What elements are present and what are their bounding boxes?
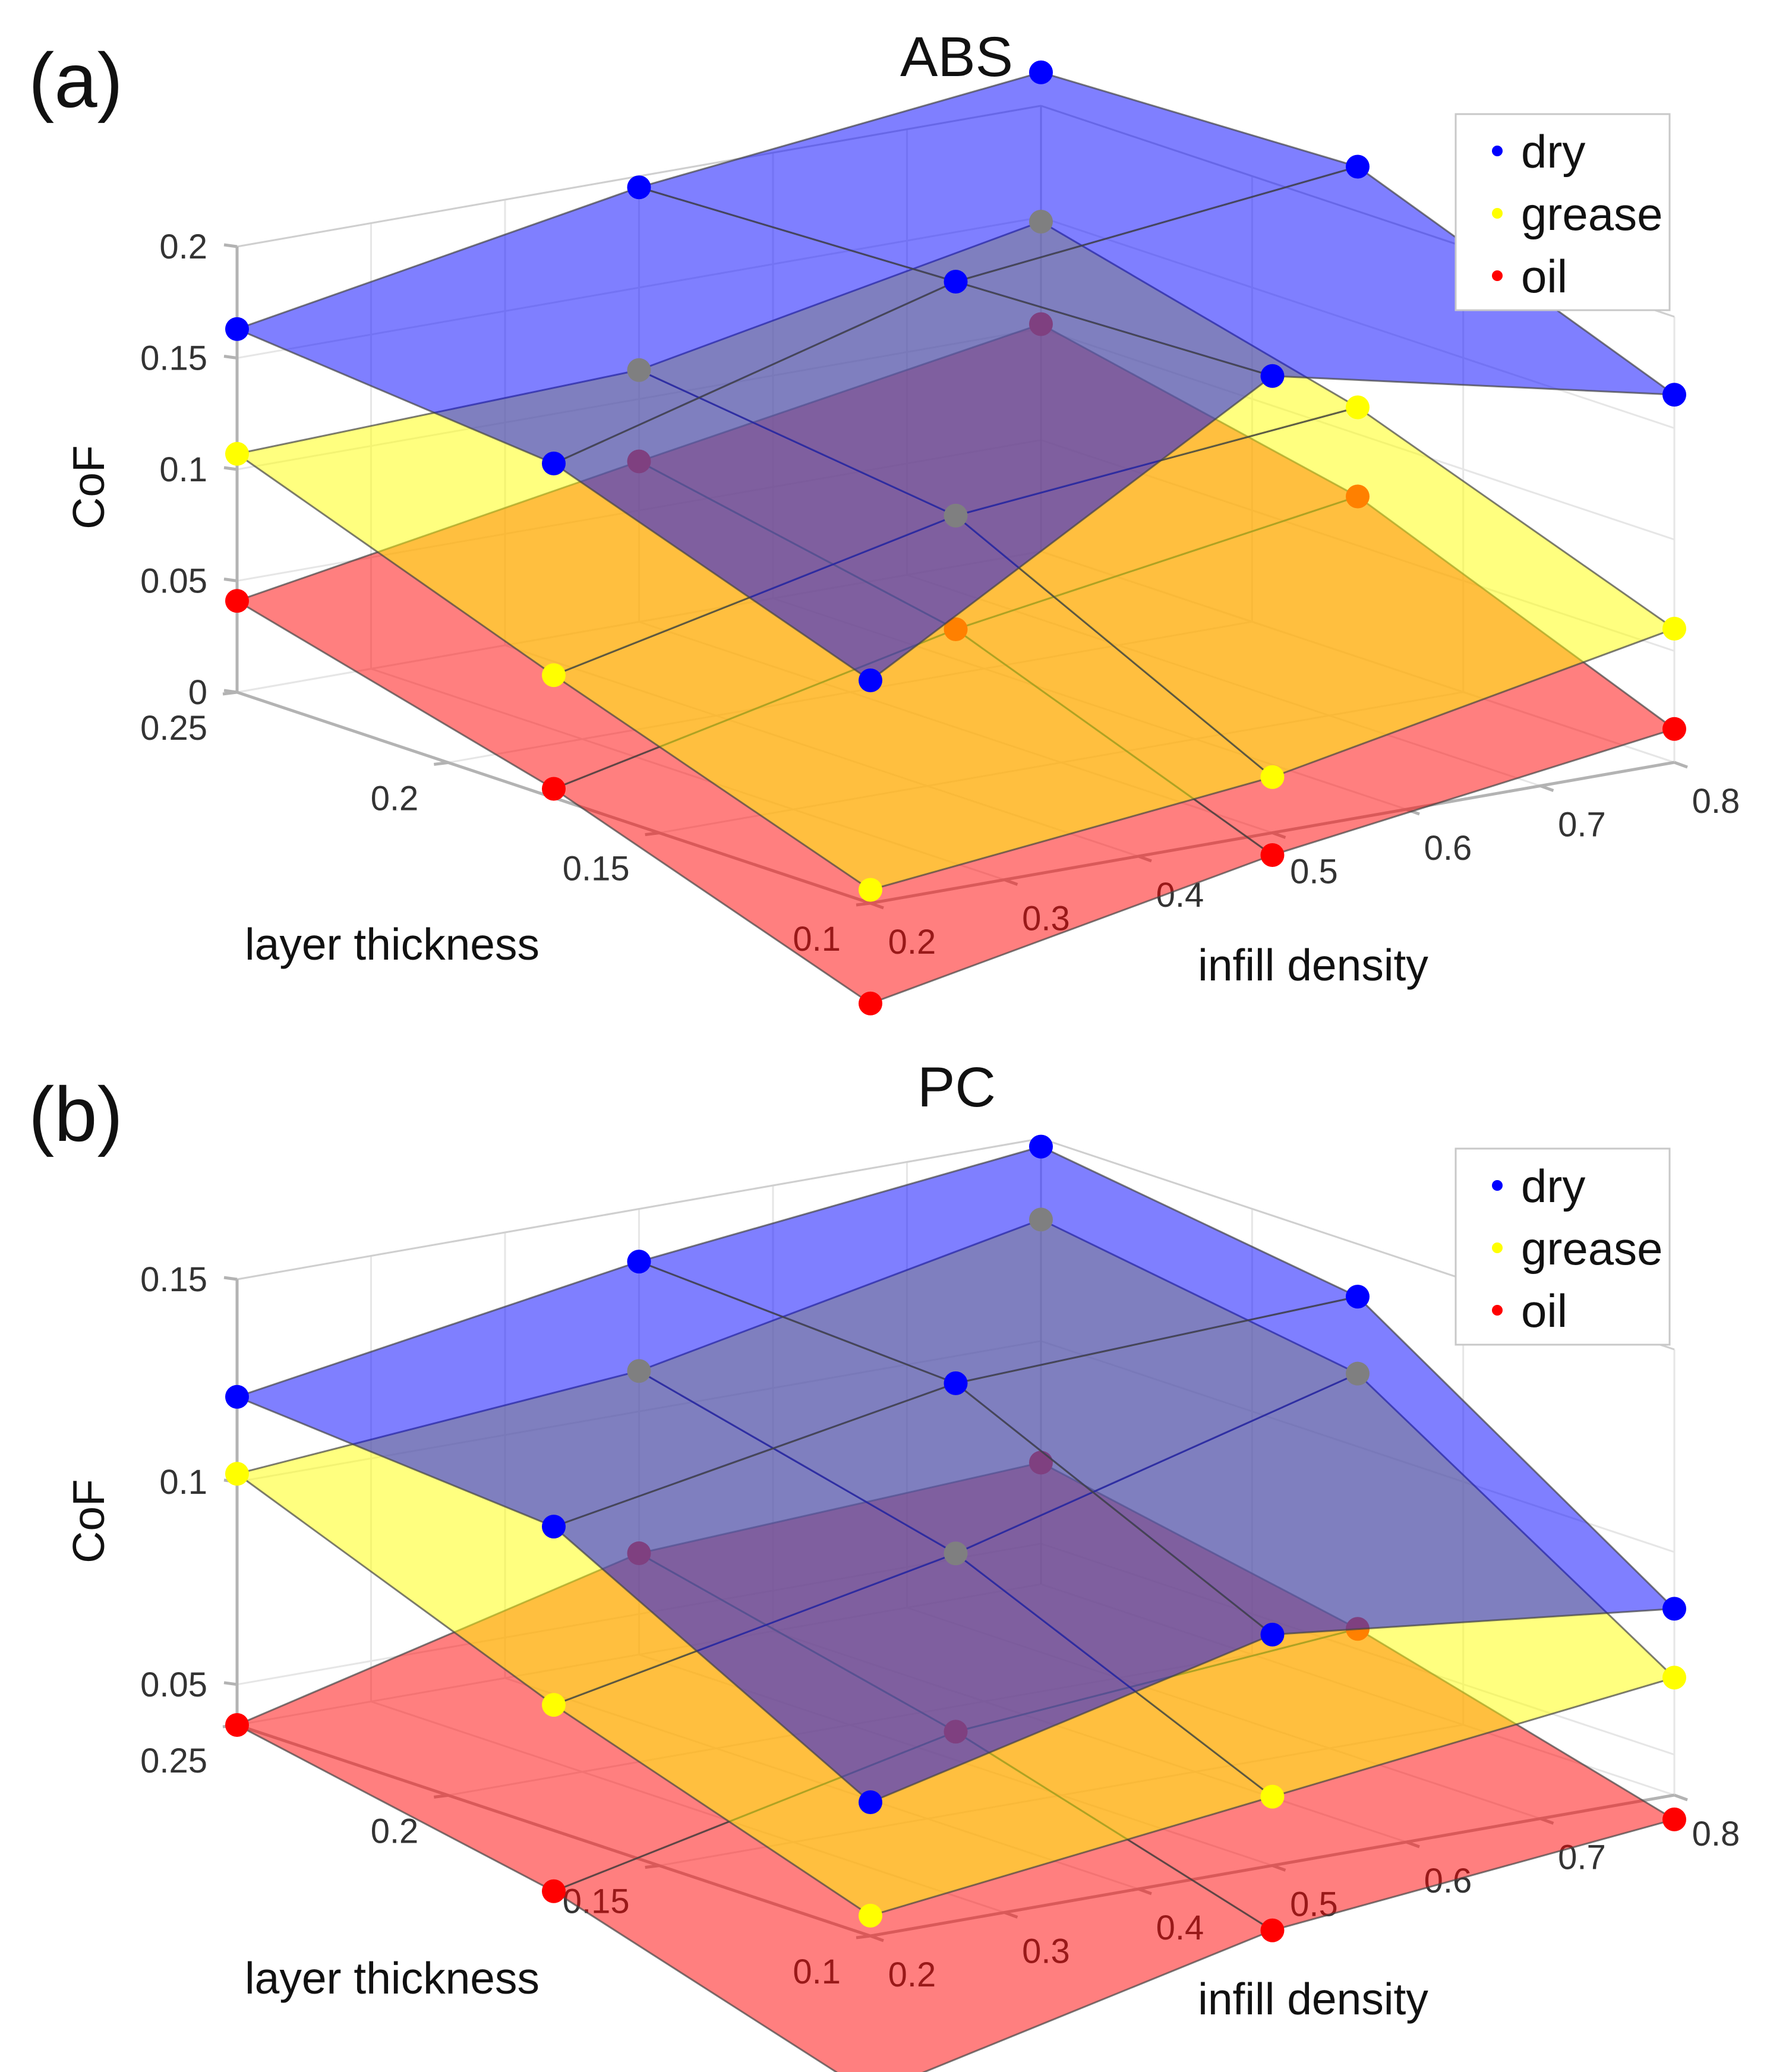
y-tick-mark	[434, 761, 449, 766]
z-tick-mark	[223, 466, 238, 471]
data-point-dry	[944, 1371, 968, 1395]
data-point-grease	[1662, 617, 1686, 641]
data-point-grease	[542, 1693, 566, 1717]
z-axis-label: CoF	[64, 1479, 113, 1563]
data-point-dry	[1662, 383, 1686, 407]
z-tick-mark	[223, 355, 238, 359]
z-tick-label: 0.15	[140, 339, 207, 378]
data-point-grease	[1260, 765, 1285, 789]
y-tick-label: 0.15	[563, 850, 630, 888]
z-tick-mark	[223, 1681, 238, 1686]
panel-pc: 0.20.30.40.50.60.70.80.10.150.20.250.050…	[29, 1056, 1740, 2072]
legend-marker-dry	[1492, 146, 1503, 156]
data-point-oil	[1260, 843, 1285, 867]
data-point-dry	[627, 1250, 651, 1274]
data-point-oil	[542, 777, 566, 801]
data-point-dry	[1029, 60, 1053, 84]
data-point-oil	[225, 589, 249, 613]
data-point-oil	[1662, 717, 1686, 741]
x-tick-label: 0.8	[1692, 1815, 1740, 1853]
data-point-oil	[859, 991, 882, 1015]
legend-label-dry: dry	[1521, 1160, 1585, 1212]
data-point-oil	[1662, 1807, 1686, 1831]
legend-marker-oil	[1492, 1305, 1503, 1316]
legend-label-dry: dry	[1521, 125, 1585, 178]
x-tick-mark	[1674, 761, 1688, 769]
chart-title: PC	[917, 1056, 996, 1119]
data-point-dry	[859, 668, 882, 692]
x-tick-mark	[1539, 784, 1554, 792]
data-point-grease	[859, 878, 882, 902]
data-point-oil	[225, 1713, 249, 1737]
surface-dry	[225, 1134, 1686, 1814]
data-point-dry	[1260, 364, 1285, 388]
legend-box	[1455, 113, 1671, 311]
z-tick-label: 0.2	[159, 228, 207, 266]
surface-dry	[225, 60, 1686, 692]
y-axis-label: layer thickness	[245, 1953, 539, 2003]
x-axis-label: infill density	[1198, 940, 1428, 990]
chart-title: ABS	[900, 26, 1013, 89]
panel-label: (a)	[29, 37, 123, 124]
y-tick-label: 0.2	[371, 779, 419, 818]
z-tick-label: 0.15	[140, 1260, 207, 1299]
z-tick-label: 0.05	[140, 562, 207, 601]
data-point-dry	[1662, 1597, 1686, 1621]
x-tick-mark	[1674, 1793, 1688, 1802]
data-point-grease	[225, 441, 249, 466]
data-point-grease	[1260, 1784, 1285, 1809]
data-point-dry	[1346, 1285, 1370, 1309]
data-point-grease	[1346, 395, 1370, 420]
data-point-dry	[627, 175, 651, 200]
data-point-dry	[542, 1515, 566, 1539]
z-tick-label: 0.1	[159, 450, 207, 489]
x-tick-label: 0.7	[1558, 806, 1606, 844]
data-point-dry	[859, 1790, 882, 1814]
z-tick-label: 0	[188, 673, 207, 712]
y-tick-label: 0.25	[140, 709, 207, 748]
y-axis-label: layer thickness	[245, 919, 539, 969]
x-tick-label: 0.5	[1290, 853, 1338, 891]
data-point-grease	[225, 1462, 249, 1486]
legend-marker-grease	[1492, 1242, 1503, 1253]
legend-label-grease: grease	[1521, 188, 1663, 240]
z-tick-mark	[223, 689, 238, 694]
data-point-grease	[859, 1903, 882, 1928]
z-tick-label: 0.05	[140, 1666, 207, 1704]
data-point-oil	[542, 1879, 566, 1903]
x-tick-label: 0.6	[1424, 829, 1472, 868]
data-point-grease	[1662, 1666, 1686, 1690]
z-tick-mark	[223, 243, 238, 248]
data-point-dry	[1346, 154, 1370, 179]
legend-label-oil: oil	[1521, 1285, 1567, 1337]
y-tick-label: 0.2	[371, 1812, 419, 1850]
legend-marker-grease	[1492, 208, 1503, 219]
z-axis-label: CoF	[64, 445, 113, 529]
data-point-dry	[225, 317, 249, 341]
x-axis-label: infill density	[1198, 1974, 1428, 2024]
panel-label: (b)	[29, 1071, 123, 1158]
z-tick-label: 0.1	[159, 1463, 207, 1502]
z-tick-mark	[223, 1276, 238, 1281]
legend-marker-oil	[1492, 270, 1503, 281]
legend-label-oil: oil	[1521, 250, 1567, 302]
legend-label-grease: grease	[1521, 1222, 1663, 1275]
data-point-dry	[944, 270, 968, 294]
data-point-dry	[1260, 1622, 1285, 1647]
y-tick-label: 0.25	[140, 1742, 207, 1780]
data-point-dry	[542, 452, 566, 475]
data-point-dry	[225, 1385, 249, 1409]
x-tick-label: 0.8	[1692, 782, 1740, 821]
legend-marker-dry	[1492, 1180, 1503, 1191]
legend-box	[1455, 1147, 1671, 1346]
z-tick-mark	[223, 578, 238, 582]
data-point-dry	[1029, 1134, 1053, 1159]
box-edge	[236, 1137, 1042, 1281]
data-point-oil	[1260, 1918, 1285, 1942]
data-point-grease	[542, 663, 566, 687]
panel-abs: 0.20.30.40.50.60.70.80.10.150.20.2500.05…	[29, 26, 1740, 1015]
